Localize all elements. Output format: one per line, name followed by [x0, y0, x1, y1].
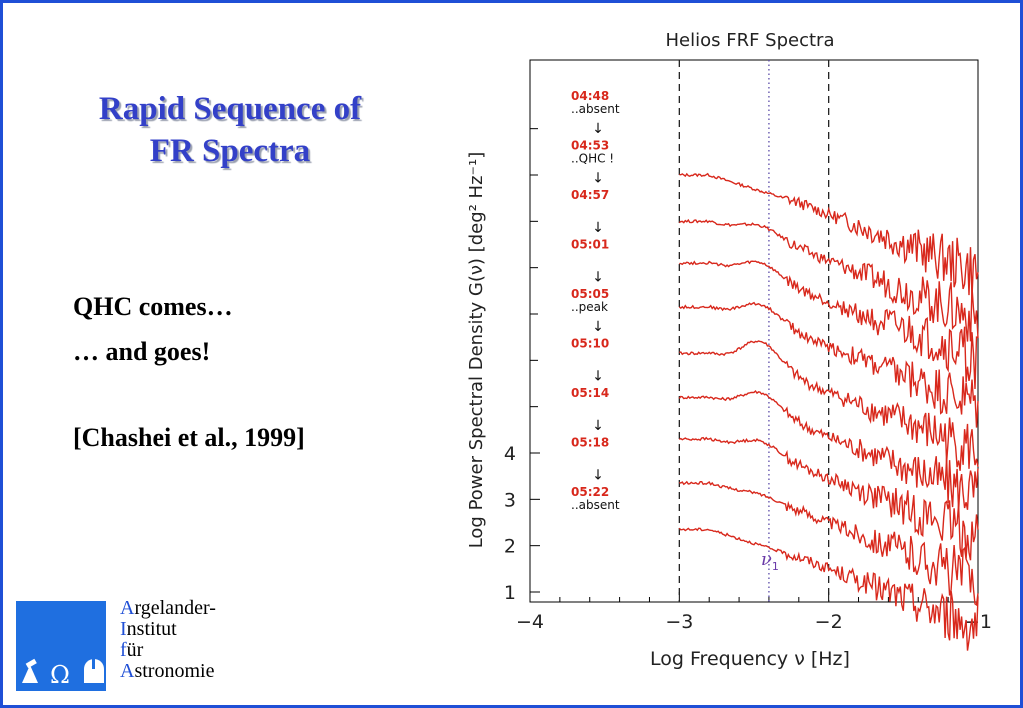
citation: [Chashei et al., 1999]	[73, 423, 305, 452]
down-arrow-icon: ↓	[592, 220, 604, 236]
note-label: ..absent	[571, 102, 620, 116]
note-label: ..QHC !	[571, 152, 614, 166]
time-label: 05:05	[571, 287, 609, 301]
spectrum-line-0510	[678, 389, 979, 512]
down-arrow-icon: ↓	[592, 319, 604, 335]
text-line-2: … and goes!	[73, 337, 211, 366]
time-label: 05:14	[571, 386, 609, 400]
spectrum-line-0448	[679, 172, 979, 298]
institute-name: Argelander- Institut für Astronomie	[120, 598, 216, 682]
time-label: 04:53	[571, 139, 609, 153]
logo-text-4: stronomie	[134, 660, 215, 682]
institute-logo: Ω	[16, 601, 106, 691]
logo-initial-3: f	[120, 639, 127, 661]
nu1-label: ν	[761, 549, 772, 570]
logo-initial-1: A	[120, 597, 135, 619]
x-axis-label: Log Frequency ν [Hz]	[650, 648, 850, 670]
logo-text-1: rgelander-	[134, 597, 216, 619]
spectrum-line-0518	[679, 480, 979, 607]
spectrum-line-0501	[678, 301, 979, 428]
observatory-dome-icon	[84, 659, 104, 683]
spectrum-line-0514	[678, 436, 979, 561]
spectrum-line-0457	[679, 260, 979, 390]
nu1-subscript: 1	[772, 560, 779, 573]
x-tick-label: −3	[665, 611, 693, 633]
down-arrow-icon: ↓	[592, 369, 604, 385]
time-label: 05:01	[571, 238, 609, 252]
time-label: 05:10	[571, 337, 609, 351]
text-line-1: QHC comes…	[73, 292, 233, 321]
chart-title: Helios FRF Spectra	[666, 30, 835, 51]
down-arrow-icon: ↓	[592, 418, 604, 434]
time-label: 05:22	[571, 485, 609, 499]
down-arrow-icon: ↓	[592, 171, 604, 187]
logo-initial-4: A	[120, 660, 135, 682]
logo-text-3: ür	[126, 639, 144, 661]
telescope-icon	[22, 658, 38, 683]
omega-icon: Ω	[50, 661, 70, 689]
down-arrow-icon: ↓	[592, 468, 604, 484]
y-tick-label: 3	[504, 489, 516, 511]
title-line-1: Rapid Sequence of	[98, 91, 362, 127]
spectrum-line-0522	[678, 527, 979, 651]
note-label: ..peak	[571, 300, 608, 314]
logo-initial-2: I	[120, 618, 127, 640]
title-line-2: FR Spectra	[149, 133, 311, 169]
y-axis-label: Log Power Spectral Density G(ν) [deg² Hz…	[466, 152, 487, 549]
spectrum-line-0453	[678, 218, 979, 342]
time-label: 04:48	[571, 89, 609, 103]
slide-title: Rapid Sequence of FR Spectra	[20, 88, 440, 172]
x-tick-label: −2	[815, 611, 843, 633]
y-tick-label: 1	[504, 582, 516, 604]
time-label: 05:18	[571, 436, 609, 450]
logo-text-2: nstitut	[126, 618, 177, 640]
y-tick-label: 2	[504, 536, 516, 558]
down-arrow-icon: ↓	[592, 270, 604, 286]
time-label: 04:57	[571, 188, 609, 202]
y-tick-label: 4	[504, 443, 516, 465]
note-label: ..absent	[571, 498, 620, 512]
x-tick-label: −4	[516, 611, 544, 633]
down-arrow-icon: ↓	[592, 121, 604, 137]
spectrum-line-0505	[679, 340, 979, 471]
